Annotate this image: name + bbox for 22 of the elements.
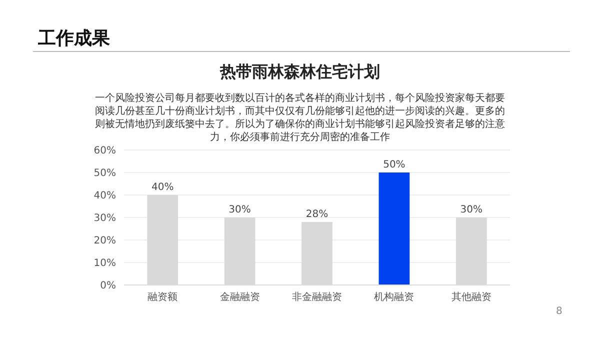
data-label: 50% [383,160,406,170]
y-tick-label: 40% [94,190,116,202]
chart-title: 热带雨林森林住宅计划 [218,62,381,83]
text: 工作成果 [38,27,110,50]
x-tick-label: 金融融资 [220,291,260,304]
data-label: 40% [151,182,174,193]
x-tick-label: 机构融资 [374,291,414,304]
data-label: 30% [460,204,483,216]
bar [378,172,410,285]
x-tick-label: 非金融融资 [292,291,342,304]
data-label: 28% [306,209,328,220]
y-tick-label: 0% [100,280,116,292]
y-tick-label: 50% [94,168,116,180]
x-tick-label: 融资额 [148,291,178,304]
y-tick-label: 60% [94,146,116,157]
y-tick-label: 10% [94,258,116,270]
y-tick-label: 30% [94,213,116,224]
x-tick-label: 其他融资 [451,291,492,304]
y-tick-label: 20% [94,236,116,247]
chart-subtitle: 一个风险投资公司每月都要收到数以百计的各式各样的商业计划书，每个风险投资家每天都要阅读几份甚至几十份商业计划书，而其中仅仅有几份能够引起他的进一步阅读的兴趣。更多的则被无情地扔到废纸篓中去了。所以为了确保你的商业计划书能够引起风险投资者足够的注意力，你必须事前进行充分周密的准备工作 [95,92,505,144]
text: 8 [556,306,562,317]
data-label: 30% [228,204,251,216]
